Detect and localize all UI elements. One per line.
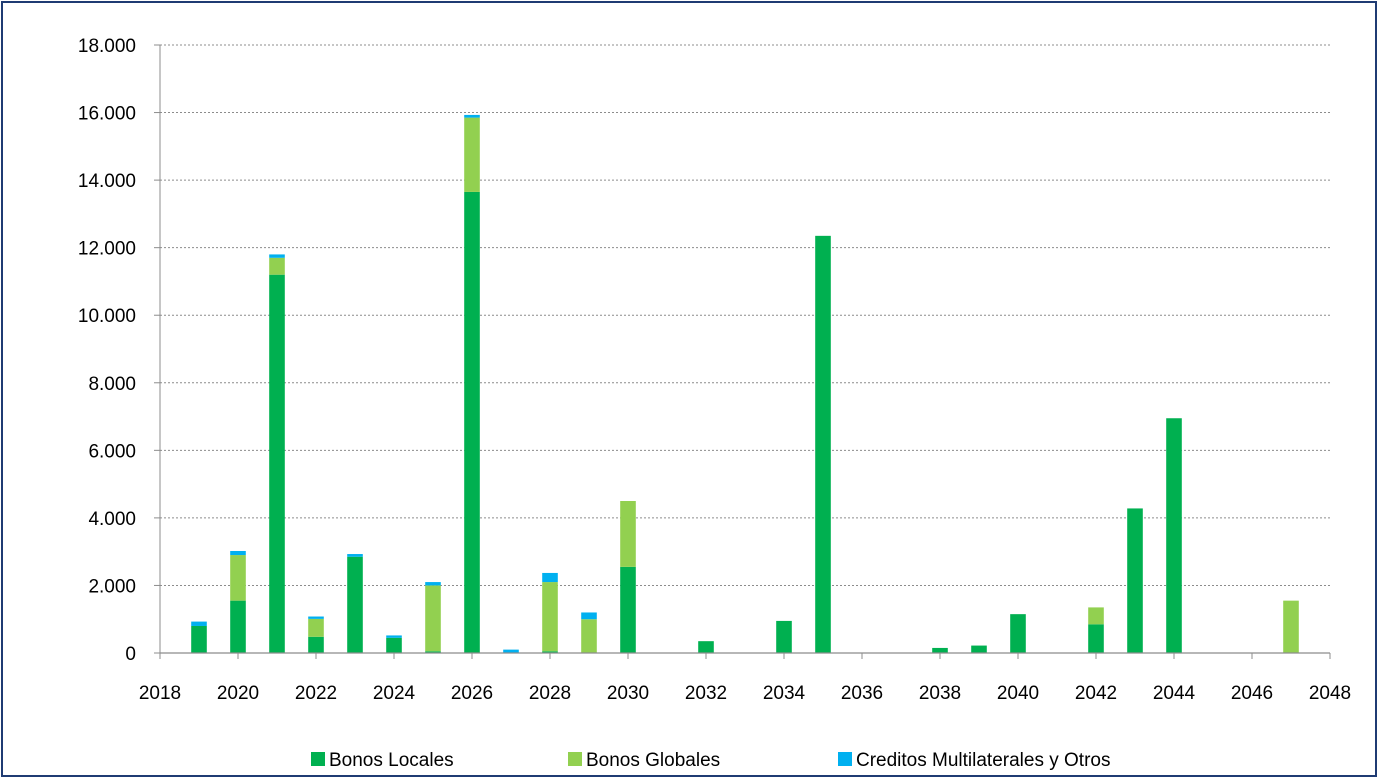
bar-segment-creditos-multilaterales: [581, 612, 597, 620]
y-tick-label: 6.000: [88, 441, 136, 462]
x-tick-label: 2046: [1231, 683, 1273, 704]
bar-segment-bonos-locales: [542, 651, 558, 653]
bar-segment-bonos-locales: [620, 566, 636, 653]
x-tick-label: 2032: [685, 683, 727, 704]
x-tick-label: 2030: [607, 683, 649, 704]
legend-swatch: [311, 752, 325, 766]
bar-segment-bonos-locales: [425, 651, 441, 653]
bar-segment-bonos-locales: [386, 637, 402, 653]
x-tick-labels: 2018 2020 2022 2024 2026 2028 2030 2032 2034 2036…: [139, 683, 1351, 704]
y-tick-label: 12.000: [78, 239, 136, 260]
bars: [191, 114, 1299, 653]
bar-segment-bonos-locales: [191, 625, 207, 653]
stacked-bar-chart: 0 2.000 4.000 6.000 8.000 10.000 12.000 14.000 1…: [78, 36, 1351, 771]
y-tick-label: 8.000: [88, 374, 136, 395]
axes: [154, 44, 1331, 659]
x-tick-label: 2042: [1075, 683, 1117, 704]
bar-segment-bonos-globales: [269, 257, 285, 275]
bar-segment-creditos-multilaterales: [425, 582, 441, 586]
legend-swatch: [838, 752, 852, 766]
x-tick-label: 2024: [373, 683, 416, 704]
x-tick-label: 2036: [841, 683, 883, 704]
bar-segment-bonos-globales: [464, 117, 480, 192]
y-tick-label: 16.000: [78, 104, 136, 125]
x-tick-label: 2026: [451, 683, 493, 704]
bar-segment-bonos-globales: [581, 619, 597, 653]
bar-segment-creditos-multilaterales: [308, 616, 324, 619]
bar-segment-bonos-globales: [1283, 600, 1299, 653]
x-tick-label: 2028: [529, 683, 571, 704]
x-tick-label: 2040: [997, 683, 1039, 704]
bar-segment-creditos-multilaterales: [464, 114, 480, 118]
bar-segment-bonos-locales: [1127, 508, 1143, 653]
bar-segment-bonos-locales: [347, 556, 363, 653]
bar-segment-bonos-locales: [464, 191, 480, 653]
x-tick-label: 2034: [763, 683, 806, 704]
bar-segment-bonos-locales: [815, 235, 831, 653]
bar-segment-creditos-multilaterales: [386, 635, 402, 638]
x-tick-label: 2044: [1153, 683, 1196, 704]
legend-label: Bonos Globales: [586, 750, 720, 771]
bar-segment-bonos-locales: [776, 620, 792, 653]
legend-label: Creditos Multilaterales y Otros: [856, 750, 1110, 771]
x-tick-label: 2020: [217, 683, 259, 704]
bar-segment-bonos-globales: [542, 582, 558, 652]
grid-lines: [160, 44, 1330, 586]
bar-segment-creditos-multilaterales: [347, 554, 363, 557]
bar-segment-creditos-multilaterales: [542, 572, 558, 583]
y-tick-label: 10.000: [78, 306, 136, 327]
legend-swatch: [568, 752, 582, 766]
legend-label: Bonos Locales: [329, 750, 454, 771]
y-tick-labels: 0 2.000 4.000 6.000 8.000 10.000 12.000 14.000 1…: [78, 36, 136, 665]
bar-segment-bonos-globales: [425, 585, 441, 652]
bar-segment-bonos-locales: [230, 600, 246, 653]
legend: Bonos Locales Bonos Globales Creditos Mult…: [311, 750, 1110, 771]
y-tick-label: 4.000: [88, 509, 136, 530]
y-tick-label: 18.000: [78, 36, 136, 57]
bar-segment-bonos-globales: [1088, 607, 1104, 625]
bar-segment-bonos-locales: [308, 636, 324, 653]
y-tick-label: 14.000: [78, 171, 136, 192]
bar-segment-bonos-globales: [308, 618, 324, 637]
bar-segment-bonos-locales: [1088, 624, 1104, 653]
bar-segment-bonos-locales: [269, 274, 285, 653]
x-tick-label: 2038: [919, 683, 961, 704]
bar-segment-creditos-multilaterales: [503, 649, 519, 653]
y-tick-label: 2.000: [88, 576, 136, 597]
bar-segment-bonos-globales: [620, 501, 636, 567]
bar-segment-bonos-locales: [932, 647, 948, 653]
y-tick-label: 0: [125, 644, 136, 665]
bar-segment-bonos-locales: [1166, 418, 1182, 653]
bar-segment-bonos-locales: [1010, 614, 1026, 653]
bar-segment-creditos-multilaterales: [230, 550, 246, 556]
bar-segment-creditos-multilaterales: [191, 621, 207, 626]
bar-segment-bonos-locales: [971, 645, 987, 653]
x-tick-label: 2048: [1309, 683, 1351, 704]
bar-segment-bonos-locales: [698, 641, 714, 653]
bar-segment-bonos-globales: [230, 555, 246, 601]
x-tick-label: 2018: [139, 683, 181, 704]
bar-segment-creditos-multilaterales: [269, 254, 285, 258]
x-tick-label: 2022: [295, 683, 337, 704]
